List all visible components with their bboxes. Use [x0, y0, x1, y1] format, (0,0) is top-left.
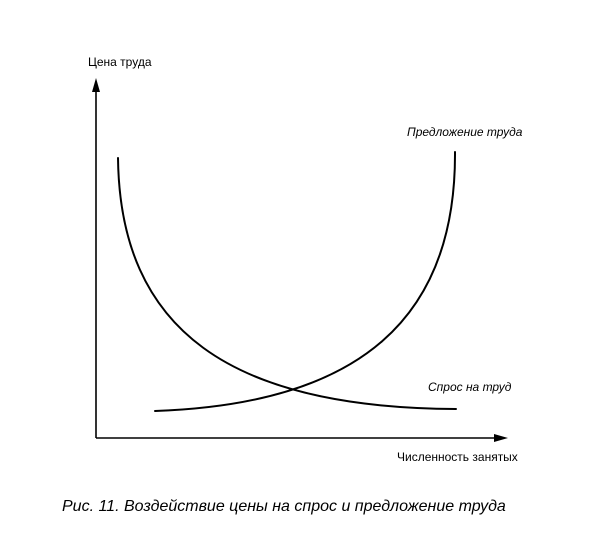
y-axis-arrow-icon [92, 78, 100, 92]
x-axis-arrow-icon [494, 434, 508, 442]
supply-curve-label: Предложение труда [407, 125, 523, 139]
y-axis-label: Цена труда [88, 55, 152, 69]
demand-curve-label: Спрос на труд [428, 380, 512, 394]
demand-curve [117, 157, 457, 410]
x-axis-label: Численность занятых [397, 450, 518, 464]
supply-curve [154, 151, 457, 412]
figure-caption: Рис. 11. Воздействие цены на спрос и пре… [62, 498, 506, 515]
